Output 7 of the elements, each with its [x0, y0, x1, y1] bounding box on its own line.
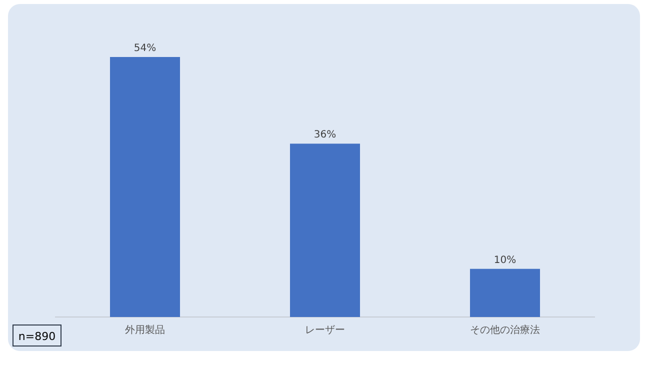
- data-label: 54%: [134, 43, 156, 54]
- x-tick-label: その他の治療法: [470, 324, 540, 336]
- x-tick-label: 外用製品: [125, 324, 165, 336]
- data-label: 10%: [494, 254, 516, 266]
- text: n=890: [18, 330, 56, 343]
- x-tick-label: レーザー: [305, 325, 345, 336]
- data-label: 36%: [314, 130, 336, 141]
